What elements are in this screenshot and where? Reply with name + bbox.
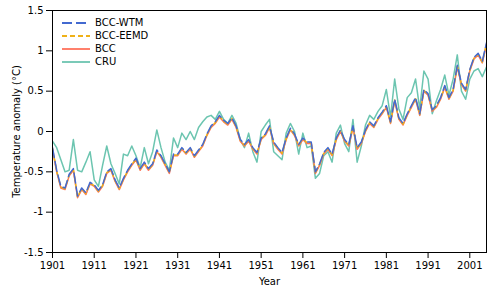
svg-text:1.5: 1.5 xyxy=(28,5,44,16)
svg-text:1971: 1971 xyxy=(332,260,357,271)
svg-text:Year: Year xyxy=(258,276,281,287)
svg-text:1941: 1941 xyxy=(207,260,232,271)
svg-text:1931: 1931 xyxy=(165,260,190,271)
svg-text:1991: 1991 xyxy=(415,260,440,271)
svg-text:0.5: 0.5 xyxy=(28,85,44,96)
svg-text:1961: 1961 xyxy=(290,260,315,271)
html-text:CRU: CRU xyxy=(95,56,117,67)
html-text:BCC-WTM: BCC-WTM xyxy=(95,17,144,28)
svg-text:2001: 2001 xyxy=(457,260,482,271)
svg-text:1: 1 xyxy=(37,45,43,56)
svg-text:1951: 1951 xyxy=(248,260,273,271)
svg-text:-1: -1 xyxy=(34,206,44,217)
svg-text:1981: 1981 xyxy=(374,260,399,271)
svg-text:-0.5: -0.5 xyxy=(24,166,44,177)
svg-text:Temperature anomaly (°C): Temperature anomaly (°C) xyxy=(11,65,22,199)
html-text:BCC: BCC xyxy=(95,43,116,54)
svg-text:-1.5: -1.5 xyxy=(24,247,44,258)
html-text:BCC-EEMD: BCC-EEMD xyxy=(95,30,149,41)
svg-text:1901: 1901 xyxy=(40,260,65,271)
svg-text:1921: 1921 xyxy=(123,260,148,271)
svg-text:0: 0 xyxy=(37,126,43,137)
svg-text:1911: 1911 xyxy=(82,260,107,271)
